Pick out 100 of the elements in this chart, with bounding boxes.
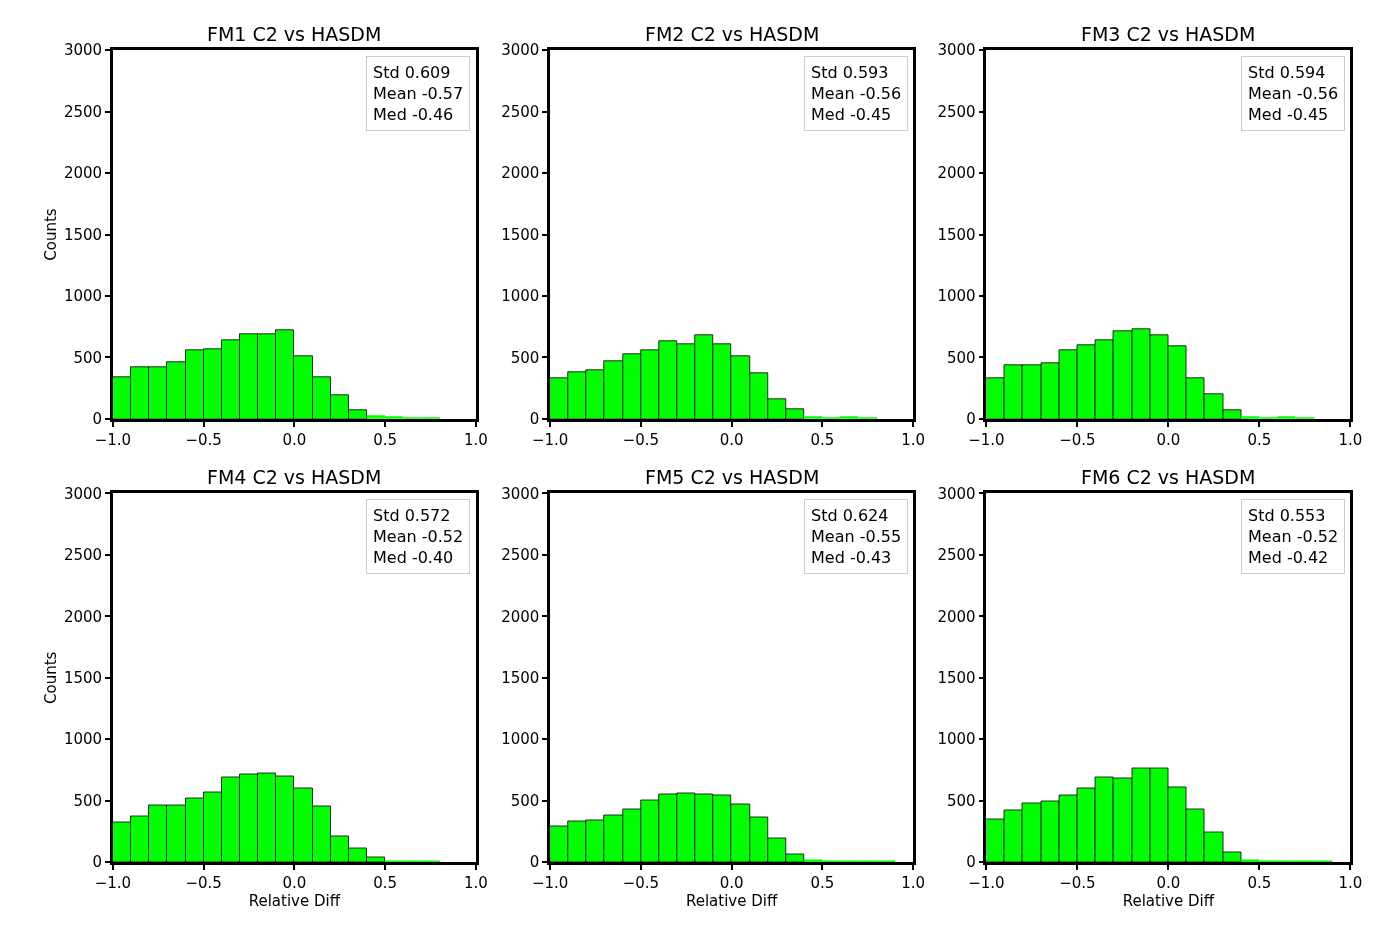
- y-tick-label: 1000: [63, 287, 103, 306]
- y-tick-label: 2500: [501, 102, 540, 121]
- x-axis-title: Relative Diff: [1122, 891, 1215, 910]
- x-tick-label: 0.5: [373, 430, 398, 449]
- annotation: Mean -0.55: [811, 526, 902, 546]
- y-tick-label: 3000: [63, 41, 103, 60]
- x-tick-label: 0.5: [1247, 430, 1272, 449]
- chart-title: FM6 C2 vs HASDM: [1081, 466, 1256, 488]
- y-tick-label: 3000: [63, 484, 103, 503]
- y-tick-label: 0: [92, 410, 103, 429]
- y-tick-label: 2500: [63, 102, 103, 121]
- y-tick-label: 1000: [63, 730, 103, 749]
- y-tick-label: 2000: [501, 607, 540, 626]
- y-tick-label: 3000: [937, 484, 976, 503]
- y-axis-title: Counts: [42, 208, 61, 261]
- y-tick-label: 2500: [937, 546, 976, 565]
- x-tick-label: −0.5: [622, 873, 660, 892]
- x-tick-label: −1.0: [531, 430, 569, 449]
- y-tick-label: 1500: [501, 668, 540, 687]
- y-tick-label: 500: [73, 791, 103, 810]
- annotation: Med -0.40: [373, 547, 454, 567]
- y-tick-label: 1000: [501, 730, 540, 749]
- y-tick-label: 1000: [937, 730, 976, 749]
- annotation: Med -0.43: [811, 547, 892, 567]
- x-tick-label: 1.0: [463, 873, 488, 892]
- y-tick-label: 2500: [501, 546, 540, 565]
- x-tick-label: 0.5: [810, 430, 835, 449]
- chart-title: FM5 C2 vs HASDM: [645, 466, 820, 488]
- y-tick-label: 1500: [63, 225, 103, 244]
- y-axis-title: Counts: [42, 651, 61, 704]
- y-tick-label: 0: [966, 853, 976, 872]
- x-tick-label: 1.0: [463, 430, 488, 449]
- annotation: Std 0.594: [1248, 63, 1326, 82]
- annotation: Mean -0.52: [373, 526, 464, 546]
- x-tick-label: −1.0: [94, 430, 132, 449]
- x-tick-label: 0.5: [373, 873, 398, 892]
- y-tick-label: 1500: [501, 225, 540, 244]
- annotation: Std 0.624: [811, 506, 889, 525]
- y-tick-label: 500: [510, 791, 540, 810]
- x-tick-label: −0.5: [185, 430, 222, 449]
- y-tick-label: 2000: [937, 164, 976, 183]
- x-tick-label: −1.0: [531, 873, 569, 892]
- y-tick-label: 2000: [63, 607, 103, 626]
- annotation: Mean -0.56: [1248, 83, 1339, 103]
- x-tick-label: 0.0: [719, 873, 744, 892]
- y-tick-label: 500: [947, 348, 976, 367]
- y-tick-label: 2000: [501, 164, 540, 183]
- x-tick-label: 0.0: [282, 430, 307, 449]
- y-tick-label: 1500: [63, 668, 103, 687]
- y-tick-label: 500: [947, 791, 976, 810]
- y-tick-label: 0: [92, 853, 103, 872]
- annotation: Std 0.609: [373, 63, 451, 82]
- x-tick-label: 1.0: [901, 873, 925, 892]
- y-tick-label: 1000: [501, 287, 540, 306]
- x-tick-label: 1.0: [1338, 873, 1363, 892]
- y-tick-label: 2000: [937, 607, 976, 626]
- y-tick-label: 2500: [937, 102, 976, 121]
- annotation: Mean -0.57: [373, 83, 464, 103]
- y-tick-label: 0: [529, 410, 540, 429]
- y-tick-label: 2500: [63, 546, 103, 565]
- y-tick-label: 500: [510, 348, 540, 367]
- x-axis-title: Relative Diff: [685, 891, 778, 910]
- y-tick-label: 1000: [937, 287, 976, 306]
- x-tick-label: 0.5: [810, 873, 835, 892]
- x-tick-label: 0.0: [719, 430, 744, 449]
- y-tick-label: 3000: [501, 41, 540, 60]
- y-tick-label: 2000: [63, 164, 103, 183]
- x-tick-label: −0.5: [1059, 430, 1096, 449]
- annotation: Mean -0.56: [811, 83, 902, 103]
- annotation: Std 0.572: [373, 506, 451, 525]
- annotation: Med -0.45: [1248, 104, 1329, 124]
- x-tick-label: 0.0: [1156, 430, 1181, 449]
- chart-title: FM4 C2 vs HASDM: [207, 466, 382, 488]
- chart-title: FM2 C2 vs HASDM: [645, 23, 820, 45]
- annotation: Med -0.42: [1248, 547, 1329, 567]
- y-tick-label: 3000: [937, 41, 976, 60]
- x-tick-label: 0.0: [282, 873, 307, 892]
- y-tick-label: 0: [966, 410, 976, 429]
- annotation: Std 0.593: [811, 63, 889, 82]
- x-axis-title: Relative Diff: [248, 891, 341, 910]
- x-tick-label: −1.0: [968, 873, 1005, 892]
- x-tick-label: −1.0: [968, 430, 1005, 449]
- y-tick-label: 1500: [937, 225, 976, 244]
- x-tick-label: −0.5: [622, 430, 660, 449]
- annotation: Mean -0.52: [1248, 526, 1339, 546]
- x-tick-label: 1.0: [1338, 430, 1363, 449]
- y-tick-label: 1500: [937, 668, 976, 687]
- y-tick-label: 0: [529, 853, 540, 872]
- annotation: Std 0.553: [1248, 506, 1326, 525]
- annotation: Med -0.45: [811, 104, 892, 124]
- chart-title: FM3 C2 vs HASDM: [1081, 23, 1256, 45]
- x-tick-label: 0.5: [1247, 873, 1272, 892]
- annotation: Med -0.46: [373, 104, 454, 124]
- y-tick-label: 500: [73, 348, 103, 367]
- chart-title: FM1 C2 vs HASDM: [207, 23, 382, 45]
- x-tick-label: −0.5: [185, 873, 222, 892]
- x-tick-label: −1.0: [94, 873, 132, 892]
- x-tick-label: 1.0: [901, 430, 925, 449]
- x-tick-label: 0.0: [1156, 873, 1181, 892]
- x-tick-label: −0.5: [1059, 873, 1096, 892]
